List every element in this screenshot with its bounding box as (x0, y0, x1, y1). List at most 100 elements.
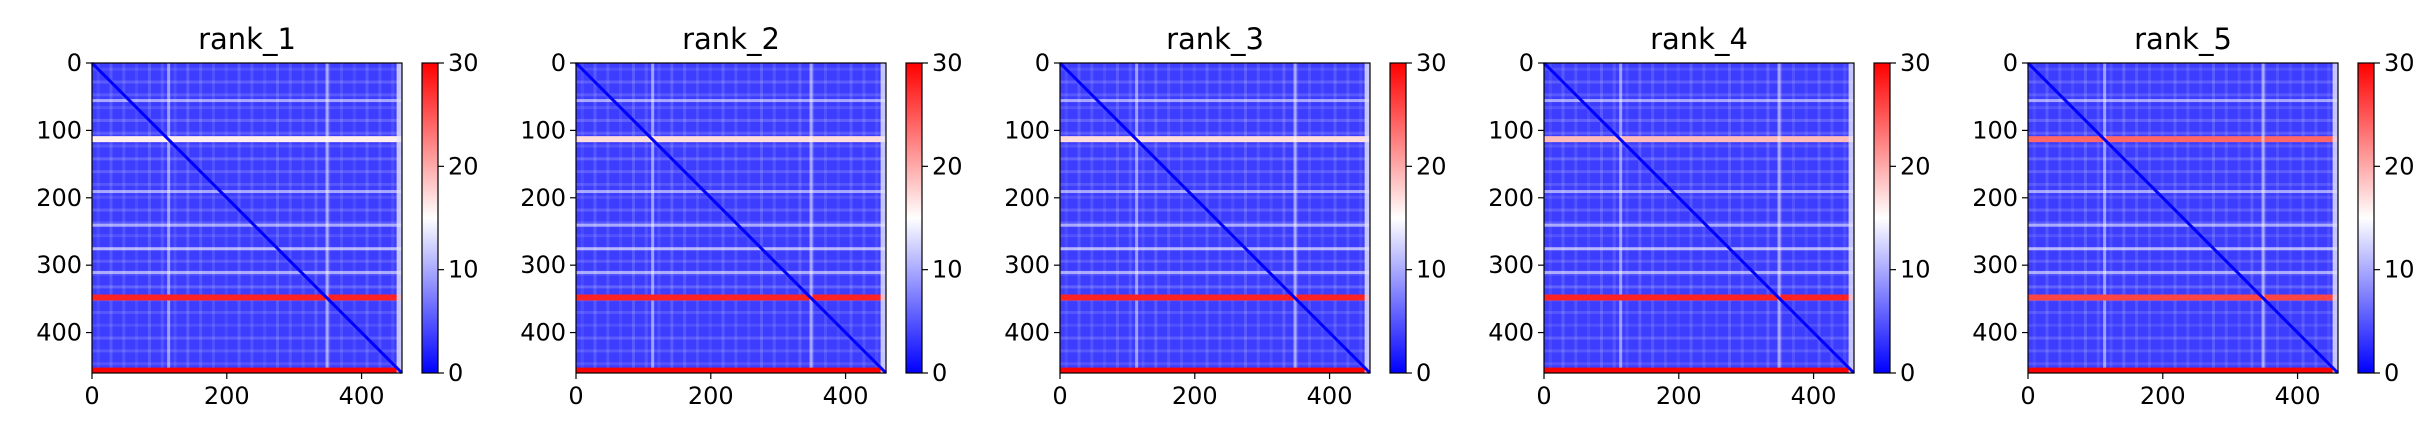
heatmap-col (2262, 63, 2265, 373)
heatmap-high-row (2028, 368, 2338, 373)
heatmap-col (1778, 63, 1781, 373)
y-tick-label: 400 (1004, 319, 1050, 347)
y-tick-label: 300 (1972, 251, 2018, 279)
heatmap-row (576, 190, 886, 193)
heatmap-row (576, 224, 886, 227)
y-tick-label: 0 (1519, 49, 1534, 77)
heatmap-texture-row (1060, 337, 1370, 340)
heatmap-high-row (1060, 295, 1370, 301)
heatmap-high-row (2028, 136, 2338, 142)
heatmap-texture-col (1346, 63, 1349, 373)
y-tick-label: 400 (36, 319, 82, 347)
heatmap-row (2028, 271, 2338, 274)
heatmap-col (167, 63, 170, 373)
heatmap-row (2028, 224, 2338, 227)
heatmap-row (1060, 99, 1370, 102)
colorbar-tick-label: 10 (1900, 256, 1931, 284)
heatmap-texture-row (92, 362, 402, 365)
colorbar (906, 63, 922, 373)
heatmap-row (92, 271, 402, 274)
panel-rank_1: rank_1 0 200 400 0 100 200 300 400 0 10 20 30 (36, 22, 478, 410)
colorbar-tick-label: 30 (932, 49, 963, 77)
heatmap-row (2028, 247, 2338, 250)
heatmap-texture-row (1060, 349, 1370, 352)
heatmap-high-row (1544, 136, 1854, 142)
heatmap-texture-col (1843, 63, 1846, 373)
heatmap-row (1060, 247, 1370, 250)
heatmap-texture-row (92, 337, 402, 340)
y-tick-label: 200 (1488, 184, 1534, 212)
x-tick-label: 200 (1172, 382, 1218, 410)
y-tick-label: 400 (1488, 319, 1534, 347)
heatmap-row (1060, 190, 1370, 193)
colorbar-tick-label: 30 (448, 49, 479, 77)
x-tick-label: 200 (204, 382, 250, 410)
heatmap-texture-row (1544, 362, 1854, 365)
y-tick-label: 400 (1972, 319, 2018, 347)
heatmap-row (576, 99, 886, 102)
y-tick-label: 100 (1972, 116, 2018, 144)
heatmap-texture-row (92, 349, 402, 352)
heatmap-col (2103, 63, 2106, 373)
heatmap-high-col (2333, 63, 2338, 373)
colorbar-tick-label: 0 (448, 359, 463, 387)
x-tick-label: 200 (2140, 382, 2186, 410)
colorbar (1390, 63, 1406, 373)
colorbar-tick-label: 30 (2384, 49, 2415, 77)
y-tick-label: 200 (1004, 184, 1050, 212)
y-tick-label: 100 (1488, 116, 1534, 144)
heatmap-high-row (1060, 368, 1370, 373)
panel-title: rank_2 (682, 22, 780, 56)
y-tick-label: 300 (1488, 251, 1534, 279)
x-tick-label: 0 (2020, 382, 2035, 410)
heatmap-high-row (1544, 368, 1854, 373)
colorbar-tick-label: 30 (1900, 49, 1931, 77)
heatmap-row (1060, 271, 1370, 274)
panel-rank_5: rank_50 200 40001002003004000102030 (1972, 22, 2414, 410)
heatmap-texture-col (2314, 63, 2317, 373)
x-tick-label: 400 (339, 382, 385, 410)
colorbar-tick-label: 0 (1416, 359, 1431, 387)
heatmap-row (1544, 271, 1854, 274)
heatmap-high-row (92, 368, 402, 373)
y-tick-label: 100 (36, 116, 82, 144)
x-tick-label: 200 (1656, 382, 1702, 410)
heatmap-row (92, 99, 402, 102)
heatmap-col (1135, 63, 1138, 373)
heatmap-texture-col (875, 63, 878, 373)
heatmap-high-row (92, 136, 402, 142)
panel-title: rank_1 (198, 22, 296, 56)
heatmap-high-col (1849, 63, 1854, 373)
heatmap-high-row (1544, 295, 1854, 301)
y-tick-label: 200 (520, 184, 566, 212)
heatmap-high-row (576, 368, 886, 373)
panel-rank_3: rank_30 200 40001002003004000102030 (1004, 22, 1446, 410)
heatmap-texture-row (576, 349, 886, 352)
heatmap-texture-col (1830, 63, 1833, 373)
heatmap-row (92, 190, 402, 193)
y-tick-label: 0 (551, 49, 566, 77)
x-tick-label: 0 (1536, 382, 1551, 410)
colorbar-tick-label: 20 (932, 152, 963, 180)
heatmap-row (576, 247, 886, 250)
x-tick-label: 0 (568, 382, 583, 410)
colorbar-tick-label: 0 (2384, 359, 2399, 387)
x-tick-label: 400 (1307, 382, 1353, 410)
colorbar-tick-label: 20 (2384, 152, 2415, 180)
heatmap-texture-col (850, 63, 853, 373)
colorbar-tick-label: 10 (1416, 256, 1447, 284)
heatmap-texture-col (2327, 63, 2330, 373)
heatmap-high-row (2028, 295, 2338, 301)
heatmap-texture-row (576, 337, 886, 340)
heatmap-col (326, 63, 329, 373)
heatmap-col (651, 63, 654, 373)
y-tick-label: 100 (1004, 116, 1050, 144)
heatmap-row (2028, 99, 2338, 102)
y-tick-label: 300 (1004, 251, 1050, 279)
heatmap-col (810, 63, 813, 373)
heatmap-high-row (92, 295, 402, 301)
heatmap-texture-col (1334, 63, 1337, 373)
y-tick-label: 300 (36, 251, 82, 279)
heatmap-texture-row (1060, 362, 1370, 365)
